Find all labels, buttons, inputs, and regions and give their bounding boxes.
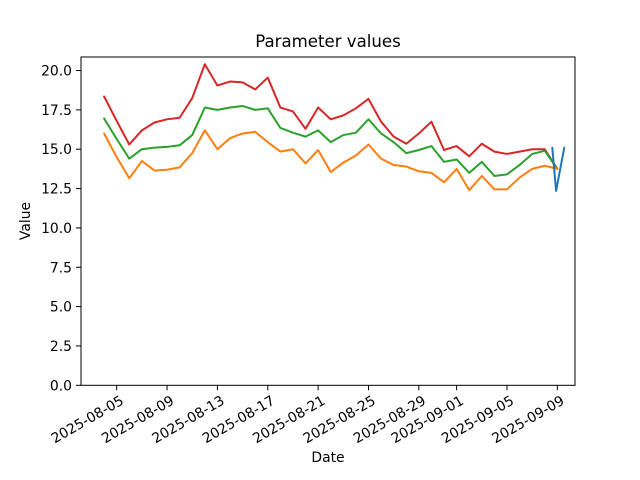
chart-title: Parameter values (255, 32, 401, 51)
plot-spines (80, 56, 576, 386)
y-tick-label: 2.5 (50, 339, 72, 355)
y-tick-label: 17.5 (41, 103, 72, 119)
x-axis-label: Date (311, 450, 344, 466)
y-tick-label: 7.5 (50, 260, 72, 276)
y-tick-label: 5.0 (50, 300, 72, 316)
series-orange-line (103, 129, 559, 192)
y-tick-label: 15.0 (41, 142, 72, 158)
y-axis-label: Value (18, 202, 34, 240)
y-tick-label: 0.0 (50, 378, 72, 394)
series-blue-tail-line (551, 146, 566, 192)
y-tick-label: 20.0 (41, 64, 72, 80)
series-red-line (103, 63, 559, 170)
series-green-line (103, 104, 559, 177)
plot-area: 0.02.55.07.510.012.515.017.520.02025-08-… (41, 56, 576, 447)
y-tick-label: 10.0 (41, 221, 72, 237)
y-tick-label: 12.5 (41, 182, 72, 198)
